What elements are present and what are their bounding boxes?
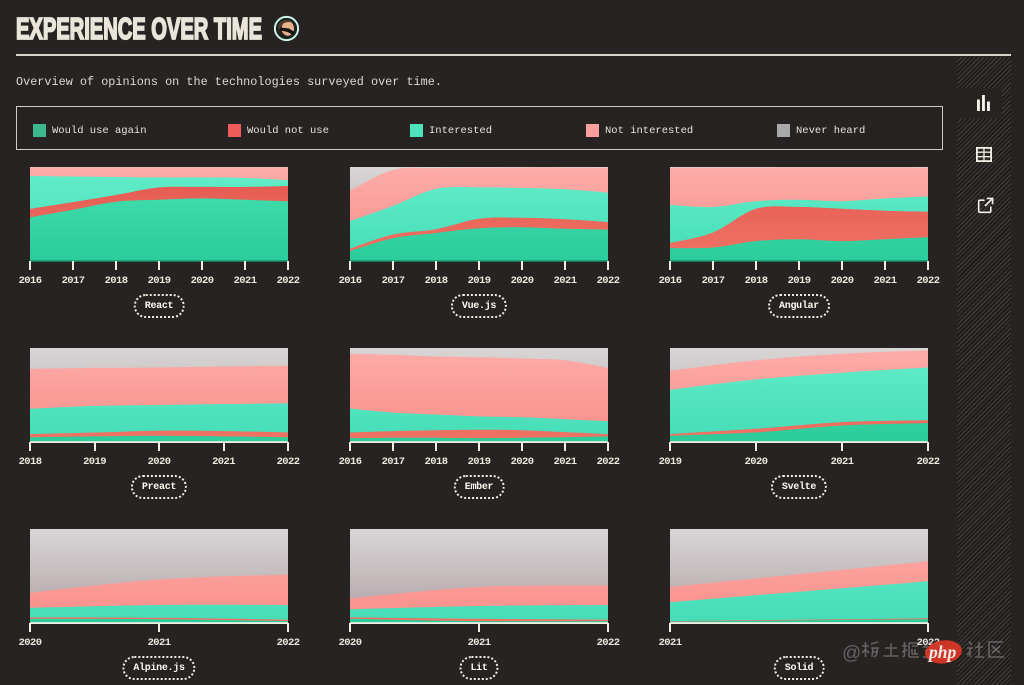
svg-text:@: @: [842, 643, 861, 664]
svg-text:EXPERIENCE OVER TIME: EXPERIENCE OVER TIME: [16, 12, 262, 46]
svg-text:php: php: [927, 642, 956, 662]
